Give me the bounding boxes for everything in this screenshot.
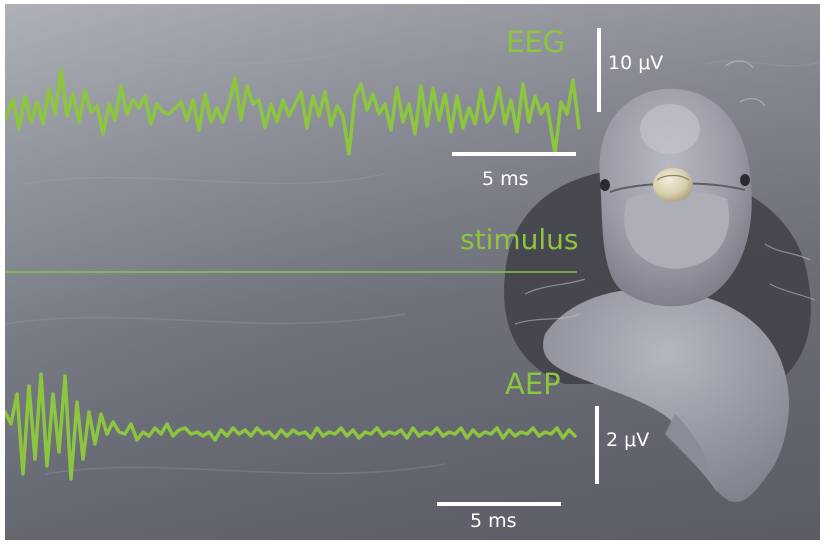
dolphin-rostrum: [624, 191, 730, 269]
dolphin-flipper: [665, 414, 717, 492]
dolphin-image: [504, 60, 816, 503]
figure-panel: EEG stimulus AEP 10 μV 5 ms 2 μV 5 ms: [5, 4, 820, 540]
eeg-time-scale-label: 5 ms: [482, 168, 529, 190]
stimulus-label: stimulus: [460, 223, 579, 256]
aep-time-scale-label: 5 ms: [470, 510, 517, 532]
aep-trace: [5, 372, 577, 481]
eeg-trace: [5, 68, 581, 156]
dolphin-body: [543, 289, 789, 503]
water-ripples: [5, 53, 820, 475]
dolphin-left-eye: [600, 179, 610, 191]
eeg-label: EEG: [506, 25, 566, 59]
aep-amplitude-scale-label: 2 μV: [606, 429, 650, 451]
eeg-amplitude-scale-label: 10 μV: [608, 52, 664, 74]
aep-label: AEP: [505, 367, 561, 401]
figure-canvas: [5, 4, 820, 540]
suction-cup-electrode: [653, 168, 693, 202]
dolphin-right-eye: [740, 174, 750, 186]
dolphin-melon-highlight: [640, 104, 700, 154]
